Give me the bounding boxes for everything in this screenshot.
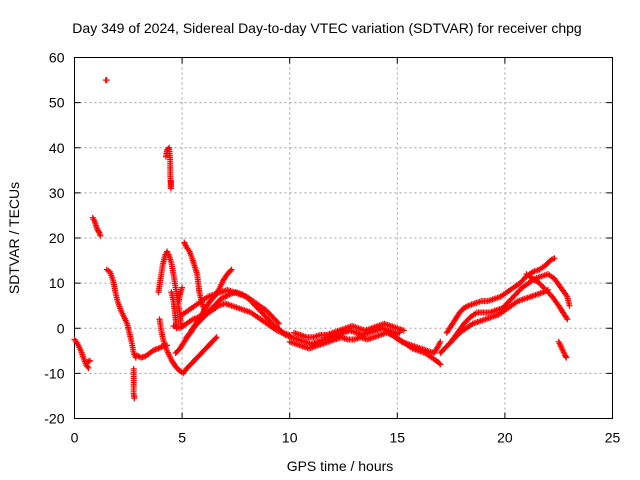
data-series xyxy=(555,338,570,361)
x-tick-label: 5 xyxy=(178,430,186,446)
x-axis-label: GPS time / hours xyxy=(287,458,394,474)
data-series xyxy=(84,357,93,366)
data-point xyxy=(212,335,219,342)
data-point xyxy=(437,338,444,345)
y-tick-label: 30 xyxy=(49,185,65,201)
data-series xyxy=(168,289,180,332)
data-point xyxy=(551,255,558,262)
data-point xyxy=(400,327,407,334)
x-tick-labels: 0 5 10 15 20 25 xyxy=(71,430,621,446)
data-point xyxy=(275,320,282,327)
x-tick-label: 25 xyxy=(605,430,621,446)
data-series xyxy=(523,271,571,323)
axis-ticks xyxy=(74,57,613,419)
y-tick-labels: -20 -10 0 10 20 30 40 50 60 xyxy=(44,50,64,427)
data-series xyxy=(179,286,282,327)
data-points xyxy=(71,77,573,402)
data-series xyxy=(175,284,186,305)
data-series xyxy=(155,248,185,327)
data-series xyxy=(291,320,407,341)
data-point xyxy=(167,178,174,185)
data-point xyxy=(563,354,570,361)
data-series xyxy=(162,144,174,192)
data-series xyxy=(443,255,558,336)
data-point xyxy=(97,232,104,239)
data-series xyxy=(156,316,220,377)
data-series xyxy=(181,239,209,318)
data-series xyxy=(71,336,92,371)
data-point xyxy=(436,360,443,367)
data-series xyxy=(130,365,138,402)
grid xyxy=(74,57,613,419)
data-series xyxy=(286,329,403,352)
data-point xyxy=(213,334,220,341)
y-tick-label: 20 xyxy=(49,230,65,246)
data-point xyxy=(103,77,110,84)
y-axis-label: SDTVAR / TECUs xyxy=(6,182,22,294)
y-tick-label: -20 xyxy=(44,411,64,427)
data-point xyxy=(173,325,180,332)
data-series xyxy=(102,77,110,84)
data-point xyxy=(131,395,138,402)
data-point xyxy=(179,284,186,291)
data-point xyxy=(564,316,571,323)
chart-title: Day 349 of 2024, Sidereal Day-to-day VTE… xyxy=(72,20,581,36)
y-tick-label: 40 xyxy=(49,140,65,156)
x-tick-label: 20 xyxy=(497,430,513,446)
data-series xyxy=(385,329,444,357)
data-series xyxy=(89,214,104,239)
data-point xyxy=(85,364,92,371)
data-point xyxy=(228,266,235,273)
data-point xyxy=(165,145,172,152)
data-point xyxy=(95,228,102,235)
data-point xyxy=(227,267,234,274)
data-point xyxy=(85,358,92,365)
data-point xyxy=(274,319,281,326)
data-series xyxy=(103,266,139,361)
x-tick-label: 15 xyxy=(390,430,406,446)
x-tick-label: 10 xyxy=(282,430,298,446)
data-point xyxy=(437,361,444,368)
data-point xyxy=(86,357,93,364)
y-tick-label: -10 xyxy=(44,365,64,381)
data-point xyxy=(566,302,573,309)
y-tick-label: 0 xyxy=(57,320,65,336)
y-tick-label: 60 xyxy=(49,50,65,66)
y-tick-label: 50 xyxy=(49,95,65,111)
data-point xyxy=(563,314,570,321)
x-tick-label: 0 xyxy=(71,430,79,446)
y-tick-label: 10 xyxy=(49,275,65,291)
